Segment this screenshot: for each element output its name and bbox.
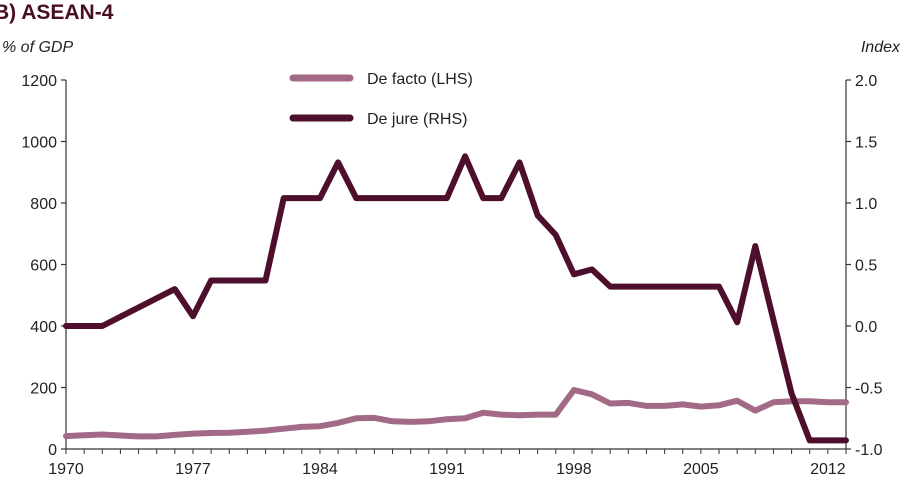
left-tick-label: 1200 (21, 73, 57, 90)
series-lines (63, 153, 849, 444)
legend: De facto (LHS) De jure (RHS) (289, 71, 473, 128)
right-axis-label: Index (861, 39, 900, 56)
right-tick-label: -1.0 (855, 442, 883, 459)
left-tick-label: 400 (30, 319, 57, 336)
right-tick-label: 2.0 (855, 73, 877, 90)
right-tick-label: 0.5 (855, 258, 877, 275)
series-line-de-jure (63, 153, 849, 444)
right-tick-label: -0.5 (855, 381, 883, 398)
x-tick-label: 2005 (683, 461, 719, 478)
left-tick-label: 800 (30, 196, 57, 213)
x-tick-label: 2012 (810, 461, 846, 478)
x-tick-label: 1991 (429, 461, 465, 478)
x-tick-label: 1998 (556, 461, 592, 478)
x-tick-label: 1977 (175, 461, 211, 478)
legend-label-de-facto: De facto (LHS) (367, 71, 473, 88)
left-axis-ticks: 0 200 400 600 800 1000 1200 (21, 73, 66, 459)
x-tick-label: 1984 (302, 461, 338, 478)
x-tick-label: 1970 (48, 461, 84, 478)
left-tick-label: 600 (30, 258, 57, 275)
right-axis-ticks: -1.0 -0.5 0.0 0.5 1.0 1.5 2.0 (846, 73, 883, 459)
x-axis-ticks: 1970 1977 1984 1991 1998 2005 2012 (48, 449, 847, 478)
right-tick-label: 1.5 (855, 135, 877, 152)
left-axis-label: % of GDP (2, 39, 73, 56)
left-tick-label: 1000 (21, 135, 57, 152)
legend-label-de-jure: De jure (RHS) (367, 111, 467, 128)
left-tick-label: 0 (48, 442, 57, 459)
right-tick-label: 0.0 (855, 319, 877, 336)
right-tick-label: 1.0 (855, 196, 877, 213)
series-line-de-facto (63, 387, 849, 440)
chart-title: B) ASEAN-4 (0, 1, 114, 24)
left-tick-label: 200 (30, 381, 57, 398)
